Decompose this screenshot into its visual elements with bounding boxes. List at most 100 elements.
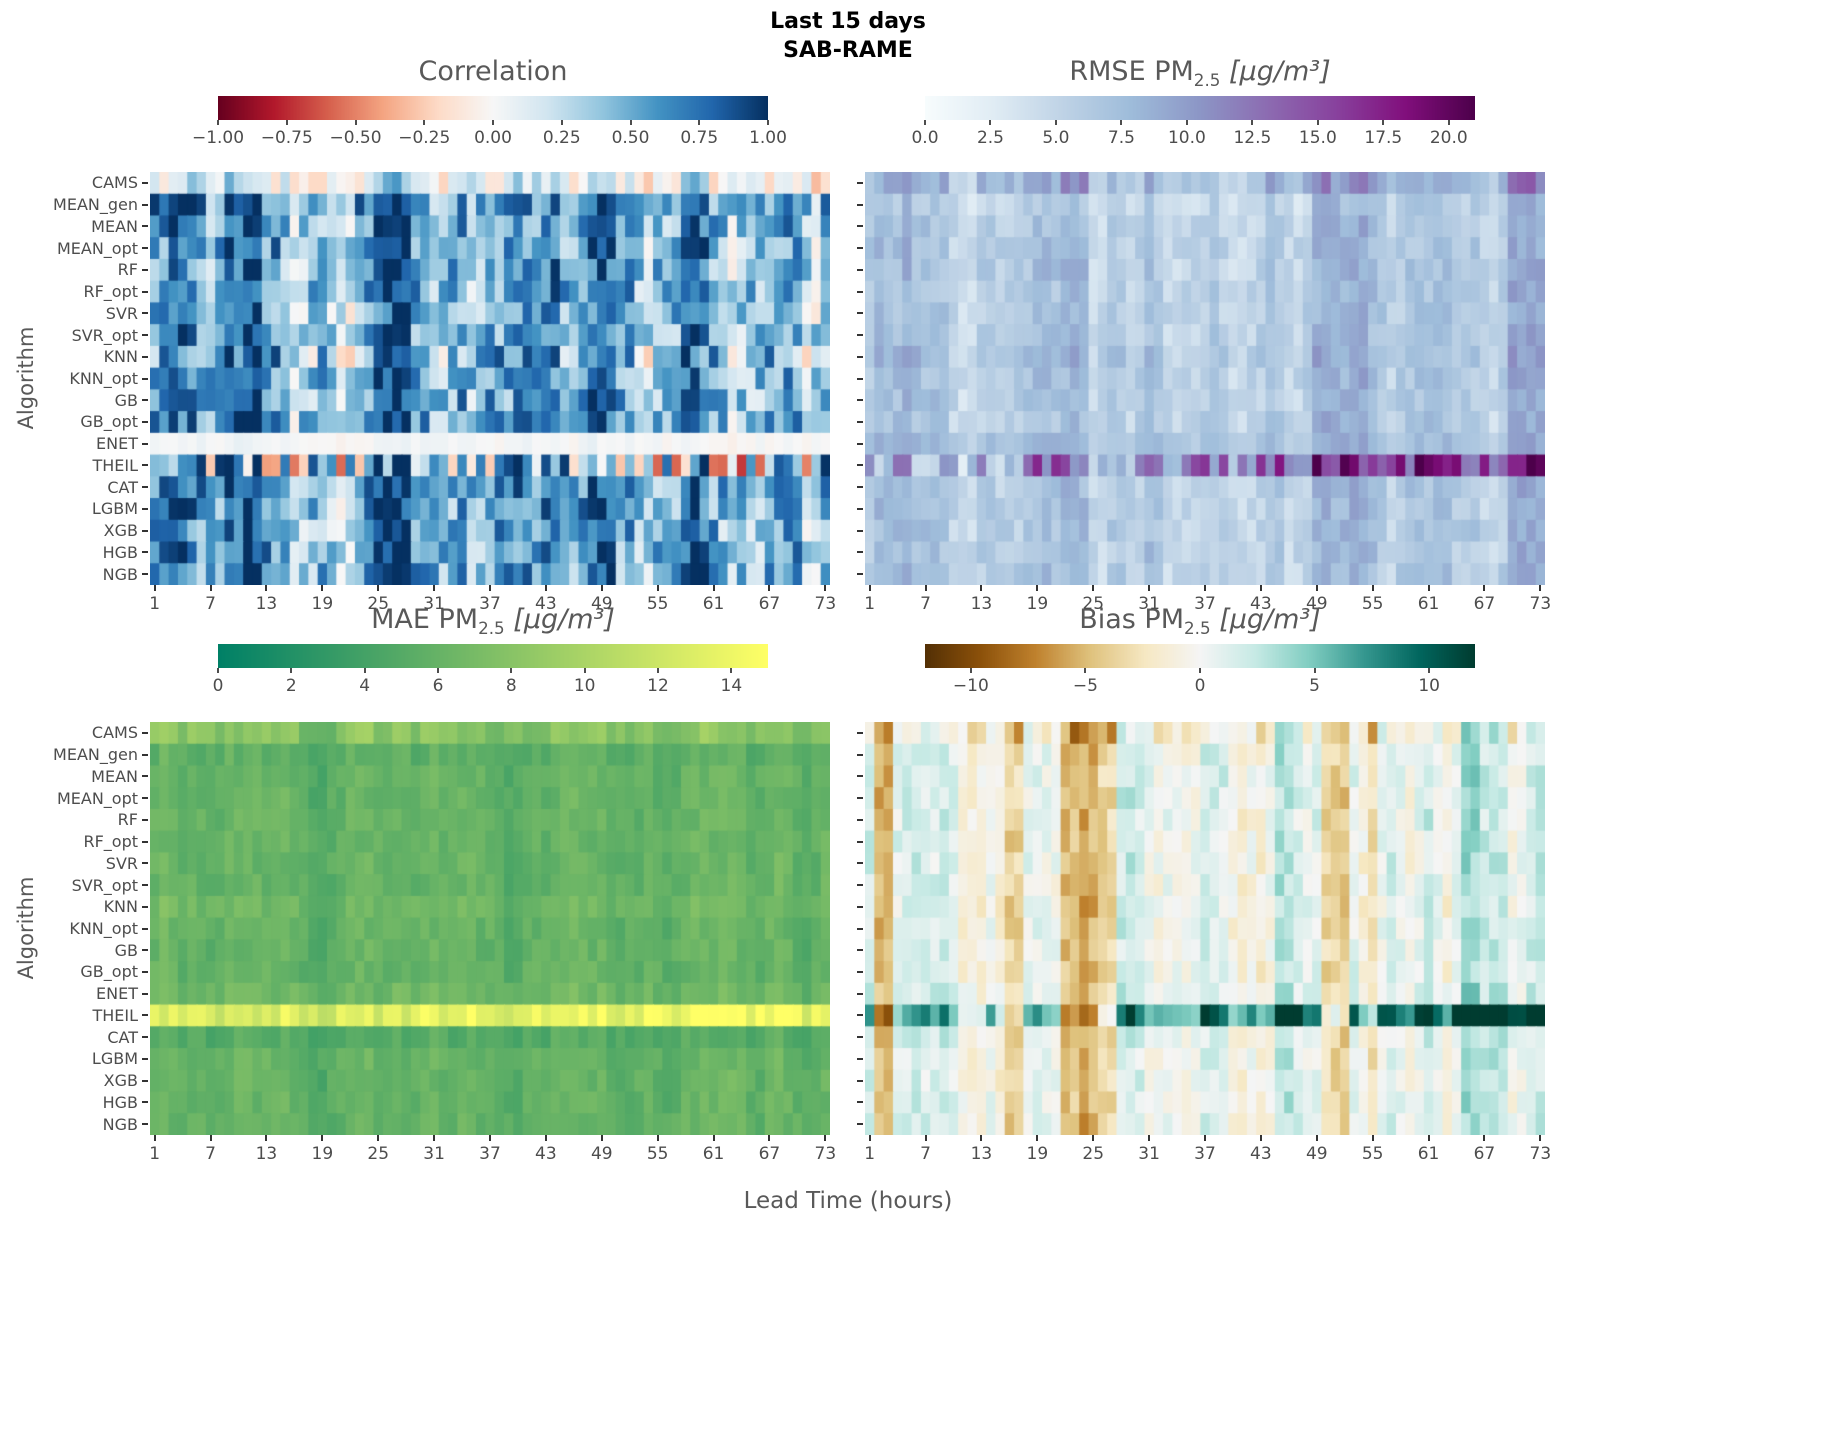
x-tick-label: 25 bbox=[367, 1144, 390, 1164]
x-tick-label: 67 bbox=[758, 594, 781, 614]
x-tick-label: 67 bbox=[1473, 594, 1496, 614]
row-label: MEAN bbox=[91, 766, 138, 786]
x-tick-mark bbox=[209, 1135, 212, 1141]
y-tick-mark bbox=[857, 573, 863, 576]
x-tick-mark bbox=[868, 585, 871, 591]
row-label: THEIL bbox=[92, 1005, 138, 1025]
colorbar-tick-mark bbox=[1084, 668, 1087, 673]
x-tick-label: 55 bbox=[646, 594, 669, 614]
y-tick-mark bbox=[857, 334, 863, 337]
row-label: LGBM bbox=[91, 499, 138, 519]
x-tick-label: 61 bbox=[1417, 594, 1440, 614]
x-tick-mark bbox=[980, 1135, 983, 1141]
y-tick-mark bbox=[142, 1079, 148, 1082]
x-tick-mark bbox=[1539, 1135, 1542, 1141]
x-tick-label: 25 bbox=[1082, 594, 1105, 614]
colorbar-tick-label: 0.0 bbox=[911, 128, 939, 148]
colorbar-tick-mark bbox=[363, 668, 366, 673]
row-label: MEAN_opt bbox=[56, 238, 138, 258]
correlation-heatmap-panel: CAMS MEAN_gen MEAN MEAN_opt RF RF_opt SVR SVR_o… bbox=[53, 172, 836, 614]
x-tick-label: 1 bbox=[864, 594, 876, 614]
y-tick-mark bbox=[142, 464, 148, 467]
y-tick-mark bbox=[142, 1123, 148, 1126]
colorbar-tick-mark bbox=[969, 668, 972, 673]
colorbar-tick-mark bbox=[1428, 668, 1431, 673]
row-label: RF_opt bbox=[83, 282, 138, 302]
x-axis-ticks: 1 7 13 19 25 31 37 43 49 55 61 67 73 bbox=[864, 585, 1551, 621]
row-label: RF_opt bbox=[83, 832, 138, 852]
x-tick-label: 13 bbox=[255, 594, 278, 614]
y-axis-labels: CAMS MEAN_gen MEAN MEAN_opt RF RF_opt SVR SVR_o… bbox=[6, 172, 138, 585]
x-tick-label: 73 bbox=[814, 594, 837, 614]
y-tick-mark bbox=[142, 181, 148, 184]
colorbar-tick-label: −0.25 bbox=[398, 128, 451, 148]
x-tick-mark bbox=[265, 1135, 268, 1141]
y-tick-mark bbox=[142, 775, 148, 778]
y-axis-ticks bbox=[857, 172, 865, 585]
x-tick-label: 25 bbox=[1082, 1144, 1105, 1164]
colorbar-gradient-rmse bbox=[925, 96, 1475, 120]
colorbar-title-prefix: RMSE PM bbox=[1069, 56, 1194, 87]
colorbar-tick-label: 4 bbox=[359, 676, 371, 696]
x-tick-mark bbox=[824, 585, 827, 591]
y-tick-mark bbox=[142, 442, 148, 445]
x-tick-mark bbox=[1315, 1135, 1318, 1141]
rmse-heatmap-panel: 1 7 13 19 25 31 37 43 49 55 61 67 73 bbox=[857, 172, 1551, 614]
y-tick-mark bbox=[142, 551, 148, 554]
x-tick-mark bbox=[980, 585, 983, 591]
colorbar-tick-mark bbox=[354, 120, 357, 125]
colorbar-tick-label: 0.25 bbox=[542, 128, 581, 148]
colorbar-tick-mark bbox=[437, 668, 439, 673]
row-label: THEIL bbox=[92, 455, 138, 475]
colorbar-tick-mark bbox=[767, 120, 769, 125]
y-axis-title-bottom: Algorithm bbox=[14, 876, 38, 980]
colorbar-ticks-rmse: 0.0 2.5 5.0 7.5 10.0 12.5 15.0 17.5 20.0 bbox=[911, 120, 1475, 148]
colorbar-tick-label: 14 bbox=[720, 676, 743, 696]
y-tick-mark bbox=[142, 247, 148, 250]
x-tick-label: 49 bbox=[590, 1144, 613, 1164]
colorbar-tick-mark bbox=[217, 668, 219, 673]
bias-heatmap-panel: 1 7 13 19 25 31 37 43 49 55 61 67 73 bbox=[857, 722, 1551, 1164]
x-tick-mark bbox=[1259, 1135, 1262, 1141]
row-label: CAT bbox=[107, 1027, 138, 1047]
row-label: CAT bbox=[107, 477, 138, 497]
x-tick-mark bbox=[544, 585, 547, 591]
colorbar-tick-mark bbox=[1316, 120, 1319, 125]
y-axis-ticks bbox=[857, 722, 865, 1135]
x-tick-label: 73 bbox=[1529, 594, 1552, 614]
x-tick-mark bbox=[924, 585, 927, 591]
y-tick-mark bbox=[857, 399, 863, 402]
y-tick-mark bbox=[857, 1101, 863, 1104]
colorbar-title-unit: [μg/m³] bbox=[1210, 604, 1321, 635]
colorbar-tick-label: 10 bbox=[573, 676, 596, 696]
x-tick-mark bbox=[321, 1135, 324, 1141]
colorbar-tick-mark bbox=[698, 120, 701, 125]
x-tick-mark bbox=[265, 585, 268, 591]
y-tick-mark bbox=[857, 1079, 863, 1082]
x-axis-title: Lead Time (hours) bbox=[743, 1188, 953, 1214]
x-tick-label: 19 bbox=[311, 1144, 334, 1164]
y-tick-mark bbox=[142, 529, 148, 532]
x-tick-label: 61 bbox=[1417, 1144, 1440, 1164]
colorbar-title-prefix: MAE PM bbox=[371, 604, 479, 635]
colorbar-gradient-bias bbox=[925, 644, 1475, 668]
x-tick-label: 31 bbox=[423, 1144, 445, 1164]
y-tick-mark bbox=[857, 775, 863, 778]
colorbar-tick-label: 2 bbox=[285, 676, 297, 696]
bias-heatmap bbox=[865, 722, 1545, 1135]
colorbar-tick-mark bbox=[989, 120, 992, 125]
x-tick-label: 43 bbox=[535, 594, 557, 614]
y-tick-mark bbox=[142, 507, 148, 510]
y-tick-mark bbox=[857, 992, 863, 995]
x-tick-label: 19 bbox=[1026, 1144, 1049, 1164]
row-label: KNN bbox=[103, 347, 138, 367]
y-tick-mark bbox=[142, 1057, 148, 1060]
y-tick-mark bbox=[857, 486, 863, 489]
colorbar-tick-mark bbox=[285, 120, 288, 125]
colorbar-tick-label: −5 bbox=[1072, 676, 1098, 696]
row-label: SVR bbox=[105, 303, 138, 323]
colorbar-tick-mark bbox=[290, 668, 293, 673]
y-tick-mark bbox=[857, 225, 863, 228]
colorbar-tick-label: 1.00 bbox=[749, 128, 787, 148]
y-tick-mark bbox=[142, 949, 148, 952]
